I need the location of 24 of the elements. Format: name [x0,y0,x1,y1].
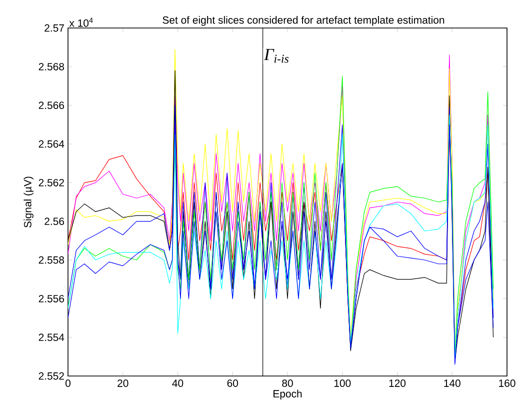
x-axis-title: Epoch [274,390,302,400]
y-tick-label: 2.562 [38,178,64,186]
x-tick-label: 60 [227,380,238,387]
y-tick-label: 2.564 [38,140,64,148]
x-tick-label: 0 [65,380,70,387]
y-tick-label: 2.568 [38,62,64,70]
y-tick-label: 2.558 [38,256,64,264]
x-tick-label: 40 [172,380,184,387]
y-tick-label: 2.566 [38,102,64,110]
x-tick-label: 140 [444,380,460,387]
ref-line-label: Γ$_{i-is}$ [264,48,289,63]
x-tick-label: 160 [499,380,516,387]
y-tick-label: 2.57 [44,24,64,32]
x-tick-label: 100 [334,380,351,387]
chart-title: Set of eight slices considered for artefact template estimation [162,16,444,26]
y-tick-label: 2.554 [38,334,64,342]
y-tick-label: 2.56 [44,218,64,226]
x-tick-label: 120 [389,380,406,387]
y-axis-title: Signal (µV) [24,176,34,228]
y-tick-label: 2.556 [38,294,64,302]
x-tick-label: 20 [118,380,128,387]
x-tick-label: 80 [282,380,293,387]
text: x 10$^{4}$ [69,18,93,27]
y-tick-label: 2.552 [38,372,64,380]
